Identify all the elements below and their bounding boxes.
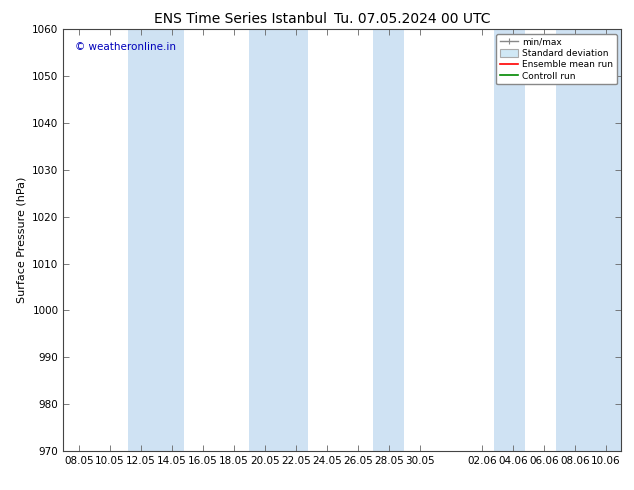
Bar [556, 29, 621, 451]
Text: © weatheronline.in: © weatheronline.in [75, 42, 176, 52]
Legend: min/max, Standard deviation, Ensemble mean run, Controll run: min/max, Standard deviation, Ensemble me… [496, 34, 617, 84]
Bar [495, 29, 525, 451]
Bar [249, 29, 308, 451]
Y-axis label: Surface Pressure (hPa): Surface Pressure (hPa) [16, 177, 27, 303]
Text: ENS Time Series Istanbul: ENS Time Series Istanbul [155, 12, 327, 26]
Bar [373, 29, 404, 451]
Bar [129, 29, 184, 451]
Text: Tu. 07.05.2024 00 UTC: Tu. 07.05.2024 00 UTC [334, 12, 490, 26]
